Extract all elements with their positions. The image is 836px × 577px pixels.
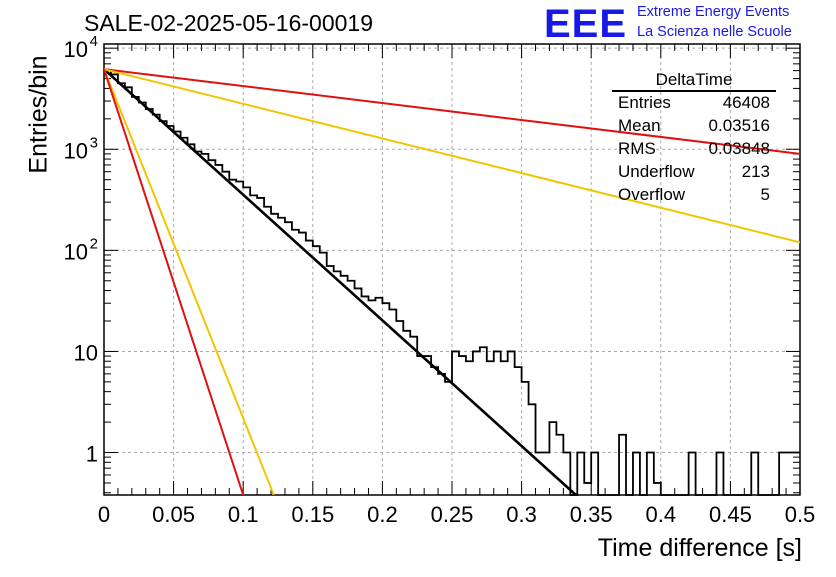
chart-title: SALE-02-2025-05-16-00019 — [84, 10, 373, 36]
stats-value: 213 — [741, 162, 770, 181]
y-tick-label: 1 — [86, 442, 98, 467]
stats-label: Entries — [618, 93, 671, 112]
stats-value: 46408 — [722, 93, 770, 112]
eee-logo: EEE — [544, 2, 628, 46]
stats-label: Mean — [618, 116, 661, 135]
y-tick-label: 10 — [64, 239, 88, 264]
fit-line-red — [104, 68, 800, 155]
stats-value: 5 — [760, 185, 770, 204]
x-tick-label: 0.45 — [709, 502, 752, 527]
stats-label: Underflow — [618, 162, 695, 181]
x-tick-label: 0.25 — [431, 502, 474, 527]
x-tick-label: 0.5 — [785, 502, 816, 527]
fit-line-yellow — [104, 68, 800, 244]
x-tick-label: 0.3 — [506, 502, 537, 527]
y-tick-label: 10 — [74, 340, 98, 365]
y-tick-label: 10 — [64, 138, 88, 163]
plot-frame — [103, 43, 801, 496]
x-tick-label: 0 — [98, 502, 110, 527]
x-tick-label: 0.4 — [646, 502, 677, 527]
fit-line-red — [104, 68, 245, 495]
stats-value: 0.03516 — [708, 116, 770, 135]
y-tick-label: 10 — [64, 37, 88, 62]
fit-line-black — [104, 68, 577, 495]
logo-line-1: Extreme Energy Events — [637, 4, 790, 20]
stats-value: 0.03848 — [708, 139, 770, 158]
stats-label: RMS — [618, 139, 656, 158]
x-tick-label: 0.1 — [228, 502, 259, 527]
x-tick-label: 0.05 — [152, 502, 195, 527]
x-tick-label: 0.2 — [367, 502, 398, 527]
logo-line-2: La Scienza nelle Scuole — [637, 24, 792, 40]
x-axis-label: Time difference [s] — [597, 534, 802, 562]
stats-divider — [612, 90, 776, 92]
x-tick-label: 0.15 — [291, 502, 334, 527]
x-tick-label: 0.35 — [570, 502, 613, 527]
histogram-step-line — [104, 68, 800, 496]
y-tick-exponent: 4 — [90, 33, 98, 50]
y-tick-exponent: 2 — [90, 235, 98, 252]
y-tick-exponent: 3 — [90, 134, 98, 151]
stats-label: Overflow — [618, 185, 686, 204]
y-axis-label: Entries/bin — [24, 55, 53, 174]
stats-title: DeltaTime — [655, 70, 733, 89]
fit-line-yellow — [104, 68, 275, 495]
